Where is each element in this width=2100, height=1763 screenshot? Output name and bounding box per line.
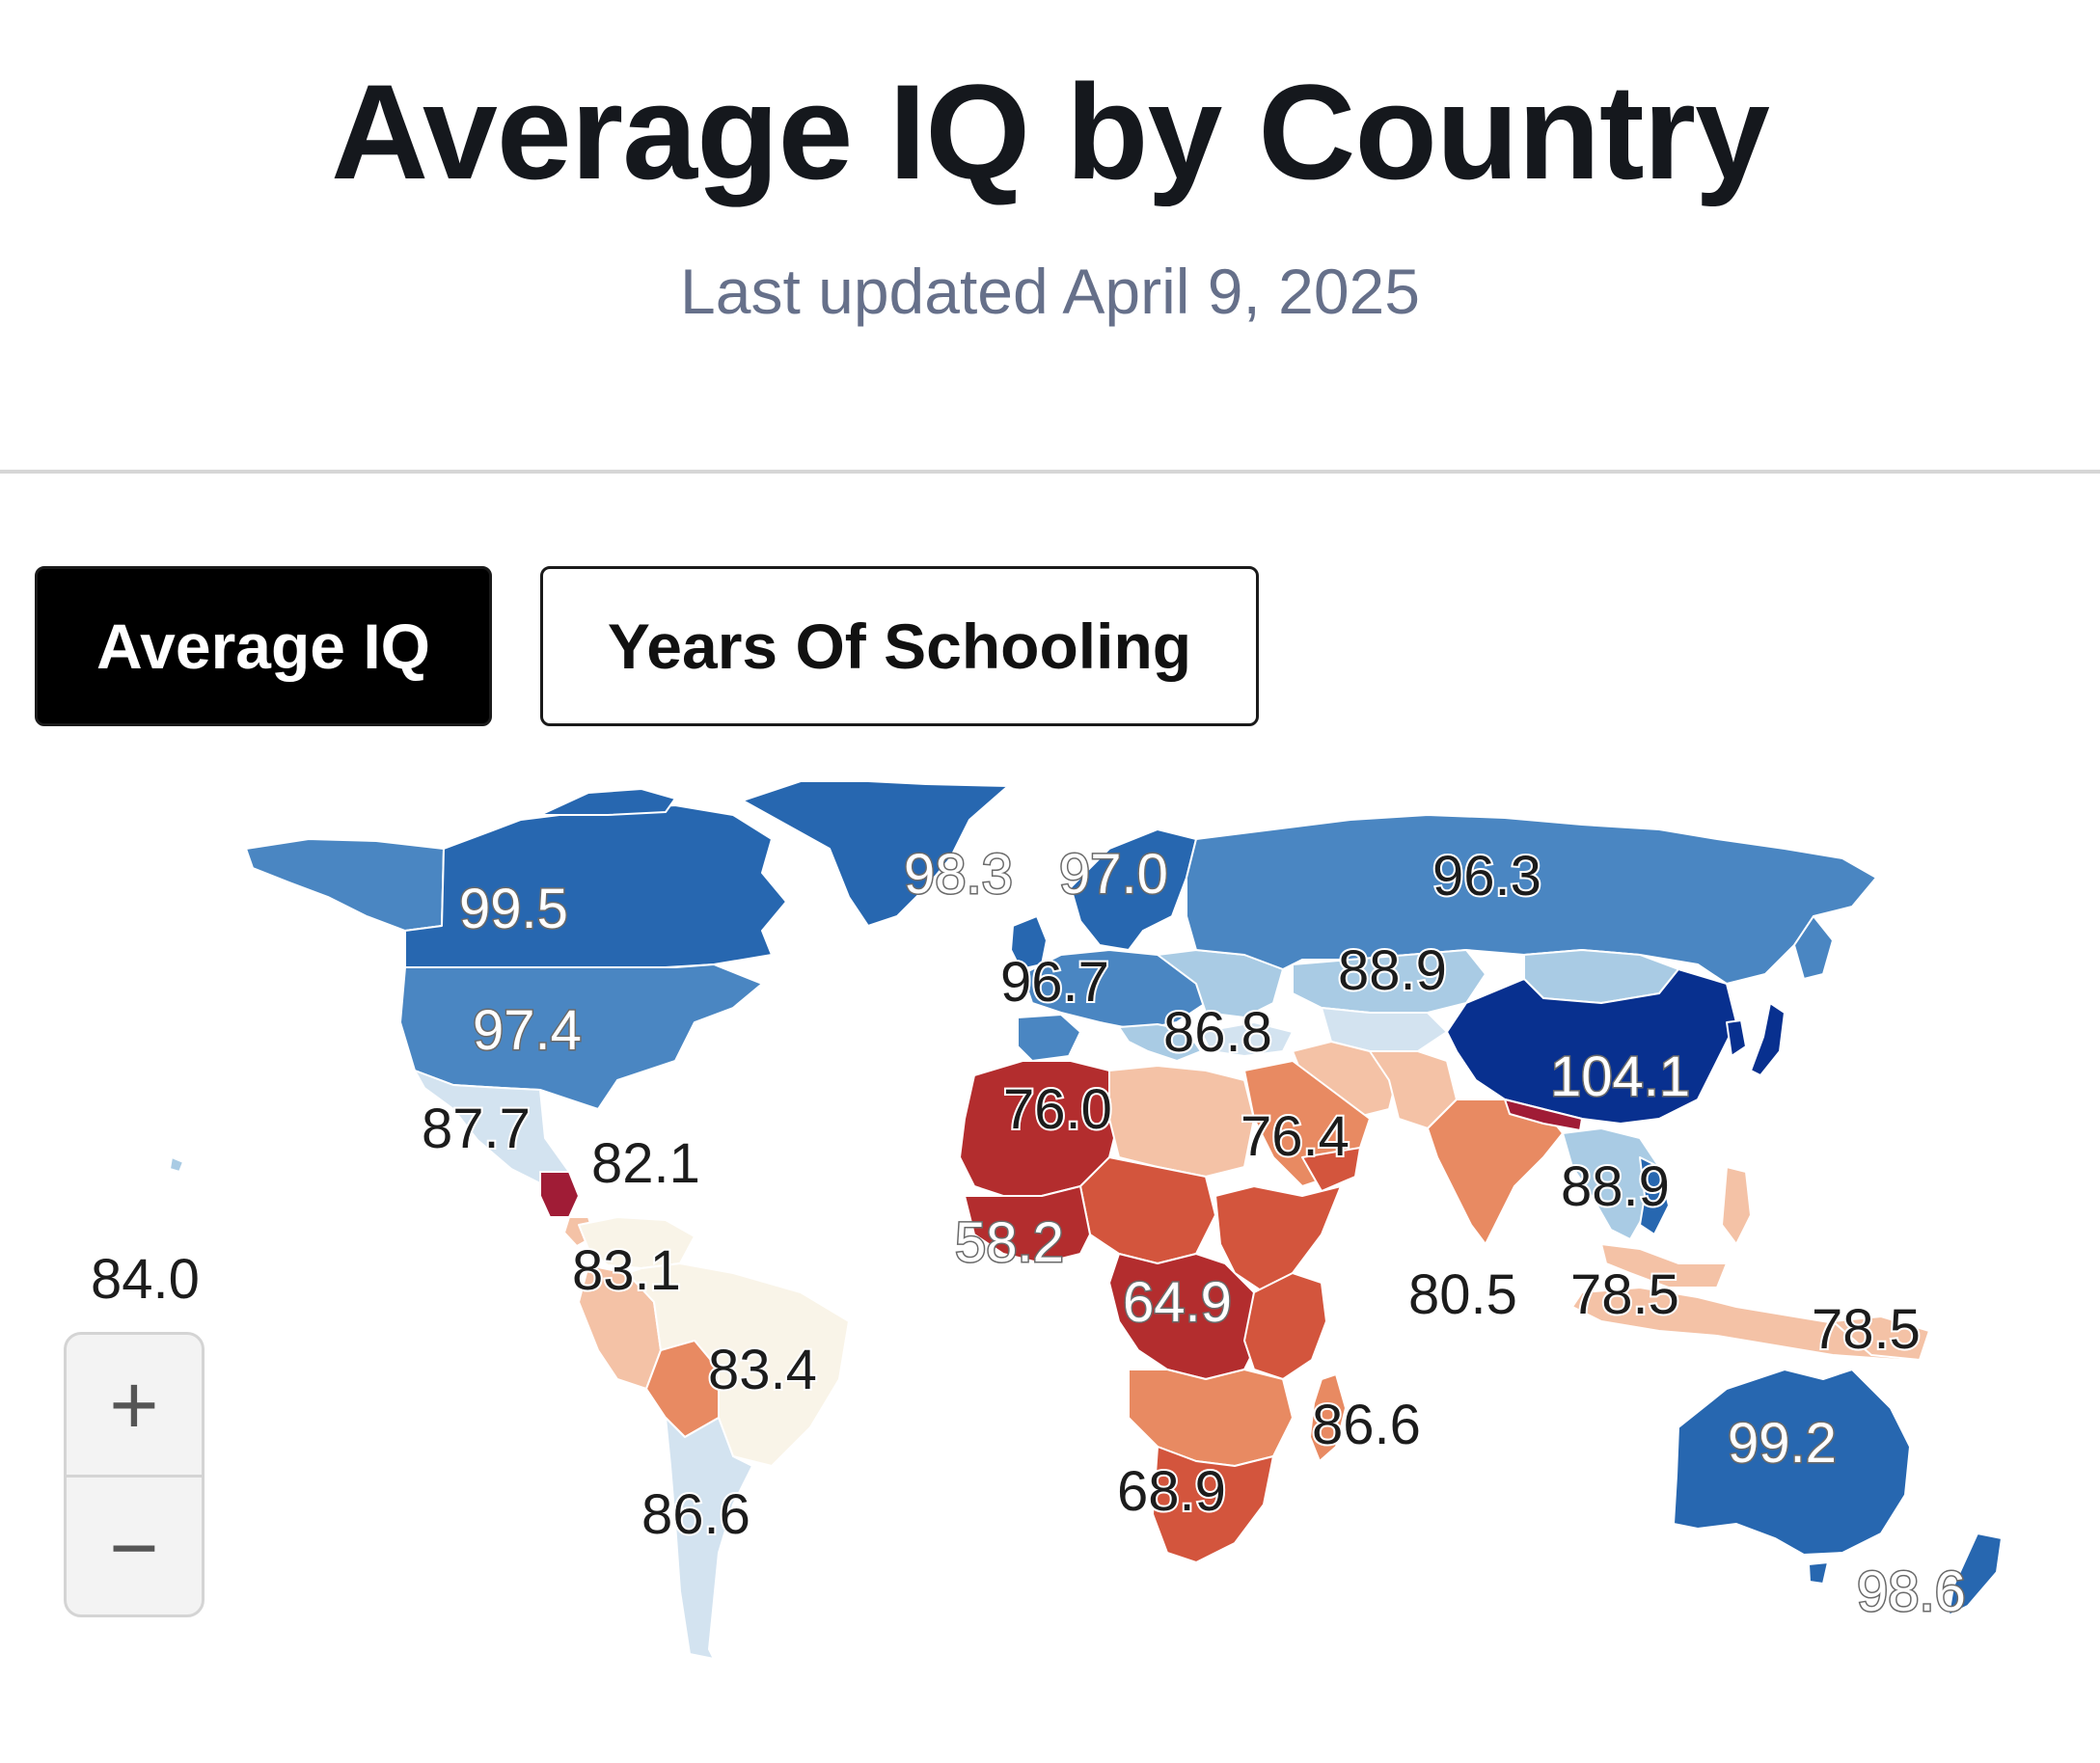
region-papua[interactable] (1832, 1315, 1930, 1361)
divider (0, 470, 2100, 474)
last-updated-text: Last updated April 9, 2025 (680, 256, 1420, 327)
map-label-thailand: 88.9 (1561, 1155, 1670, 1218)
region-russia[interactable] (1186, 814, 1877, 985)
map-label-madagascar: 86.6 (1312, 1394, 1421, 1456)
map-label-indonesia: 78.5 (1812, 1298, 1921, 1361)
map-label-malaysia: 78.5 (1570, 1263, 1679, 1326)
map-label-brazil: 83.4 (708, 1339, 817, 1401)
map-label-china: 104.1 (1550, 1045, 1690, 1108)
region-horn-of-africa[interactable] (1214, 1185, 1342, 1293)
map-label-turkey: 86.8 (1163, 1001, 1272, 1064)
map-label-mexico: 87.7 (422, 1098, 531, 1160)
region-vietnam[interactable] (1639, 1156, 1670, 1235)
region-southern-africa-north[interactable] (1128, 1369, 1294, 1467)
zoom-in-button[interactable]: + (109, 1356, 159, 1452)
map-label-canada: 99.5 (459, 878, 568, 940)
region-malaysia[interactable] (1600, 1243, 1728, 1288)
zoom-control: + − (64, 1332, 205, 1617)
region-new-zealand[interactable] (1948, 1532, 2003, 1616)
tab-average-iq[interactable]: Average IQ (35, 566, 492, 726)
region-madagascar[interactable] (1309, 1373, 1347, 1462)
map-label-uk: 98.3 (904, 843, 1013, 906)
map-label-usa: 97.4 (473, 999, 582, 1062)
region-kamchatka[interactable] (1793, 915, 1834, 980)
map-label-kazakhstan: 88.9 (1338, 939, 1447, 1002)
region-philippines[interactable] (1721, 1166, 1752, 1245)
world-map[interactable]: 99.5 97.4 87.7 82.1 84.0 83.1 83.4 86.6 … (0, 762, 2100, 1688)
map-label-indian-ocean: 80.5 (1408, 1263, 1517, 1326)
map-label-colombia: 83.1 (572, 1239, 681, 1302)
region-tasmania[interactable] (1808, 1561, 1829, 1585)
map-label-france: 96.7 (1000, 951, 1109, 1014)
region-canada-islands[interactable] (539, 788, 676, 816)
region-indonesia[interactable] (1571, 1287, 1911, 1361)
region-central-america[interactable] (539, 1171, 580, 1218)
tab-years-of-schooling[interactable]: Years Of Schooling (540, 566, 1259, 726)
map-label-argentina: 86.6 (641, 1483, 750, 1546)
map-label-scandinavia: 97.0 (1059, 843, 1168, 906)
region-alaska[interactable] (245, 838, 445, 932)
region-west-africa-coast[interactable] (964, 1185, 1091, 1264)
region-argentina-chile[interactable] (665, 1417, 753, 1660)
map-label-caribbean: 82.1 (591, 1132, 700, 1195)
map-labels: 99.5 97.4 87.7 82.1 84.0 83.1 83.4 86.6 … (89, 842, 1967, 1625)
region-balkans-italy[interactable] (1118, 1023, 1202, 1062)
region-turkey[interactable] (1200, 1021, 1294, 1057)
map-label-new-zealand: 98.6 (1857, 1560, 1966, 1623)
map-label-algeria: 76.0 (1003, 1078, 1112, 1141)
map-label-russia: 96.3 (1432, 845, 1541, 908)
region-korea[interactable] (1726, 1019, 1747, 1057)
region-north-africa-central[interactable] (1108, 1065, 1255, 1178)
region-east-africa[interactable] (1243, 1272, 1327, 1380)
region-sahel[interactable] (1079, 1156, 1216, 1264)
map-label-west-africa: 58.2 (955, 1211, 1064, 1274)
map-label-australia: 99.2 (1728, 1412, 1837, 1475)
zoom-divider (67, 1475, 202, 1478)
region-iberia[interactable] (1017, 1014, 1081, 1062)
region-scandinavia[interactable] (1070, 828, 1197, 951)
region-southern-africa[interactable] (1152, 1446, 1274, 1563)
zoom-out-button[interactable]: − (109, 1499, 159, 1595)
map-label-south-africa: 68.9 (1117, 1460, 1226, 1523)
region-australia[interactable] (1673, 1369, 1911, 1556)
region-china[interactable] (1446, 968, 1737, 1125)
region-brazil[interactable] (626, 1262, 850, 1467)
region-yemen-oman[interactable] (1301, 1147, 1361, 1192)
region-japan[interactable] (1750, 1002, 1786, 1076)
map-label-saudi-arabia: 76.4 (1241, 1105, 1350, 1168)
map-label-central-africa: 64.9 (1123, 1271, 1232, 1334)
region-pacific-isle[interactable] (169, 1156, 184, 1173)
map-label-pacific-isles: 84.0 (91, 1248, 200, 1311)
page-title: Average IQ by Country (331, 56, 1770, 207)
region-greenland[interactable] (742, 780, 1009, 927)
region-western-europe[interactable] (1022, 949, 1207, 1031)
